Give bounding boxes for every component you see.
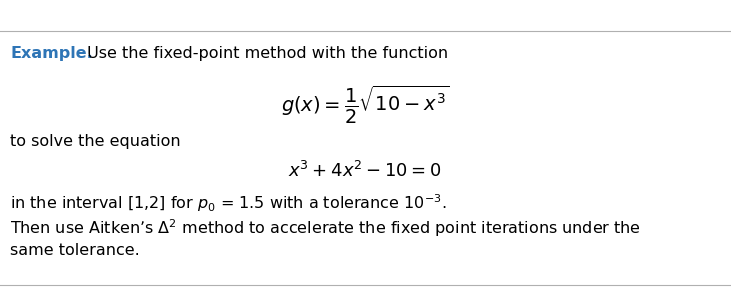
Text: in the interval [1,2] for $p_0$ = 1.5 with a tolerance $10^{-3}$.: in the interval [1,2] for $p_0$ = 1.5 wi… (10, 192, 447, 214)
Text: Then use Aitken’s $\Delta^2$ method to accelerate the fixed point iterations und: Then use Aitken’s $\Delta^2$ method to a… (10, 217, 641, 239)
Text: same tolerance.: same tolerance. (10, 243, 140, 258)
Text: Example.: Example. (10, 46, 93, 61)
Text: Use the fixed-point method with the function: Use the fixed-point method with the func… (82, 46, 448, 61)
Text: $x^3 + 4x^2 - 10 = 0$: $x^3 + 4x^2 - 10 = 0$ (289, 161, 442, 181)
Text: $g(x) = \dfrac{1}{2}\sqrt{10 - x^3}$: $g(x) = \dfrac{1}{2}\sqrt{10 - x^3}$ (281, 84, 450, 126)
Text: to solve the equation: to solve the equation (10, 134, 181, 149)
